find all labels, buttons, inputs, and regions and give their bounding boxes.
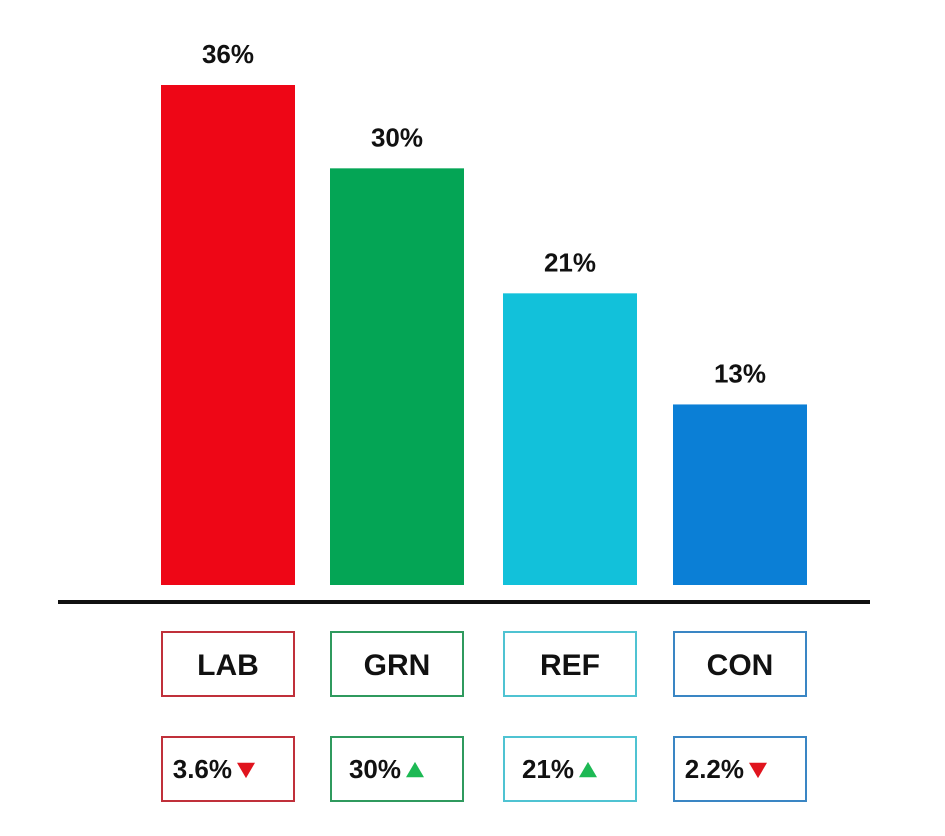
change-boxes: 3.6% 30% 21% 2.2% [161,736,807,802]
party-label-grn: GRN [364,649,431,682]
change-value-grn: 30% [349,754,401,784]
bar-con [673,404,807,585]
bars [161,85,807,586]
change-box-lab [161,736,295,802]
change-box-grn [330,736,464,802]
bar-value-label-grn: 30% [371,122,423,152]
party-label-lab: LAB [197,649,259,682]
triangle-down-icon-con [749,762,767,779]
party-label-box-grn [330,631,464,697]
bar-value-labels: 36% 30% 21% 13% [202,39,766,388]
triangle-up-icon-ref [579,761,597,778]
party-label-box-lab [161,631,295,697]
party-label-con: CON [707,649,774,682]
change-value-con: 2.2% [685,754,744,784]
bar-lab [161,85,295,585]
change-value-ref: 21% [522,754,574,784]
bar-value-label-lab: 36% [202,39,254,69]
party-label-box-con [673,631,807,697]
triangle-up-icon-grn [406,761,424,778]
triangle-down-icon-lab [237,762,255,779]
party-label-boxes: LAB GRN REF CON [161,631,807,697]
bar-value-label-ref: 21% [544,247,596,277]
party-label-box-ref [503,631,637,697]
bar-value-label-con: 13% [714,358,766,388]
bar-ref [503,293,637,585]
change-box-ref [503,736,637,802]
party-label-ref: REF [540,649,600,682]
bar-grn [330,168,464,586]
change-value-lab: 3.6% [173,754,232,784]
change-box-con [673,736,807,802]
